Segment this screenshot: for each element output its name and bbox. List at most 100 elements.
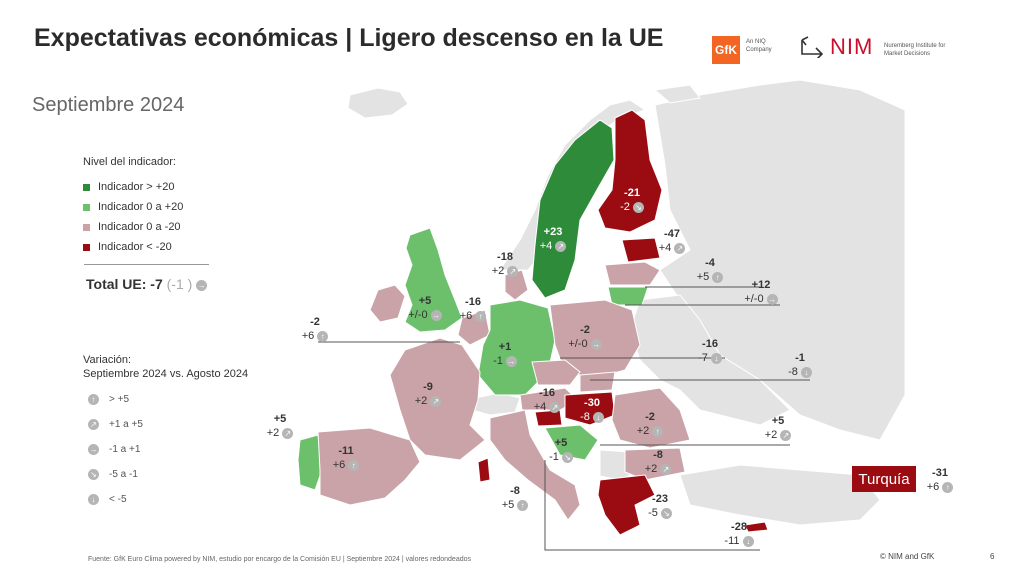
- legend-swatch: [83, 203, 90, 211]
- variation-item: ↘ -5 a -1: [88, 469, 138, 480]
- leader-lines: [318, 286, 810, 551]
- country-change: +5 ↑: [690, 270, 730, 284]
- czechia-shape: [531, 359, 581, 386]
- latvia-shape: [604, 261, 661, 286]
- country-value: -2: [645, 411, 655, 423]
- country-change: -11 ↓: [718, 534, 760, 548]
- country-change: +4 ↗: [652, 241, 692, 255]
- footer-copyright: © NIM and GfK: [880, 552, 935, 561]
- country-change: +2 ↗: [260, 426, 300, 440]
- country-value: -16: [539, 387, 555, 399]
- country-change: +6 ↑: [325, 458, 367, 472]
- country-value: -28: [731, 521, 747, 533]
- variation-item: → -1 a +1: [88, 444, 140, 455]
- non-eu-land: [347, 79, 906, 526]
- greece-shape: [597, 474, 656, 536]
- arrow-up-icon: ↑: [517, 499, 529, 511]
- country-value: -16: [702, 338, 718, 350]
- page-subtitle: Septiembre 2024: [32, 94, 185, 116]
- variation-item: ↑ > +5: [88, 394, 129, 405]
- arrow-down-icon: ↓: [592, 411, 604, 423]
- country-label-bulgaria: -8 +2 ↗: [638, 448, 678, 476]
- arrow-down-right-icon: ↘: [561, 451, 573, 463]
- country-value: -1: [795, 352, 805, 364]
- arrow-right-icon: →: [590, 338, 602, 350]
- country-label-greece: -23 -5 ↘: [640, 492, 680, 520]
- country-value: -21: [624, 187, 640, 199]
- spain-shape: [317, 427, 421, 506]
- country-change: -8 ↓: [572, 410, 612, 424]
- country-change: +/-0 →: [568, 338, 602, 350]
- country-label-portugal: +5 +2 ↗: [260, 412, 300, 440]
- variation-label: < -5: [109, 494, 127, 505]
- country-label-poland: -2 +/-0 →: [560, 323, 610, 351]
- country-value: -2: [580, 324, 590, 336]
- arrow-up-icon: ↑: [317, 330, 329, 342]
- estonia-shape: [621, 237, 661, 263]
- page-number: 6: [990, 552, 995, 561]
- arrow-up-right-icon: ↗: [674, 242, 686, 254]
- arrow-up-icon: ↑: [475, 310, 487, 322]
- sardinia-shape: [477, 457, 491, 483]
- nim-wordmark: NIM: [830, 34, 874, 59]
- country-label-austria: -16 +4 ↗: [527, 386, 567, 414]
- arrow-up-right-icon: ↗: [282, 427, 294, 439]
- country-value: +1: [498, 341, 512, 353]
- nim-arrow-icon: [801, 36, 824, 58]
- arrow-down-icon: ↓: [800, 366, 812, 378]
- arrow-up-icon: ↑: [712, 271, 724, 283]
- legend-label: Indicador < -20: [98, 241, 172, 253]
- croatia-shape: [544, 424, 599, 461]
- country-value: -9: [423, 381, 433, 393]
- total-eu: Total UE: -7 (-1 ) →: [86, 276, 208, 292]
- country-change: +4 ↗: [533, 239, 573, 253]
- country-change: +5 ↑: [495, 498, 535, 512]
- country-value: +5: [554, 437, 568, 449]
- legend-title: Nivel del indicador:: [83, 156, 176, 168]
- arrow-right-icon: →: [430, 309, 442, 321]
- country-change: +4 ↗: [527, 400, 567, 414]
- country-label-ireland: -2 +6 ↑: [295, 315, 335, 343]
- cyprus-shape: [744, 521, 769, 533]
- arrow-up-icon: ↑: [348, 459, 360, 471]
- country-value: +5: [418, 295, 432, 307]
- variation-item: ↓ < -5: [88, 494, 127, 505]
- country-label-latvia: -4 +5 ↑: [690, 256, 730, 284]
- legend-label: Indicador 0 a -20: [98, 221, 181, 233]
- country-change: +2 ↗: [638, 462, 678, 476]
- arrow-up-right-icon: ↗: [780, 429, 792, 441]
- arrow-up-right-icon: ↗: [430, 395, 442, 407]
- arrow-up-right-icon: ↗: [555, 240, 567, 252]
- variation-label: > +5: [109, 394, 130, 405]
- country-label-estonia: -47 +4 ↗: [652, 227, 692, 255]
- country-label-finland: -21 -2 ↘: [612, 186, 652, 214]
- variation-label: +1 a +5: [109, 419, 143, 430]
- country-change: +6 ↑: [295, 329, 335, 343]
- country-value: -47: [664, 228, 680, 240]
- variation-title-line2: Septiembre 2024 vs. Agosto 2024: [83, 368, 249, 380]
- country-change: -5 ↘: [640, 506, 680, 520]
- legend-divider: [84, 264, 209, 265]
- arrow-right-icon: →: [766, 293, 778, 305]
- country-change: -1 ↘: [543, 450, 579, 464]
- country-label-slovakia: -1 -8 ↓: [780, 351, 820, 379]
- arrow-right-icon: →: [88, 444, 99, 455]
- total-eu-label: Total UE: -7: [86, 276, 163, 292]
- country-label-denmark: -18 +2 ↗: [485, 250, 525, 278]
- arrow-up-icon: ↑: [942, 481, 954, 493]
- arrow-up-icon: ↑: [88, 394, 99, 405]
- country-value: +5: [273, 413, 287, 425]
- country-label-czechia: -16 -7 ↓: [690, 337, 730, 365]
- country-change: +6 ↑: [920, 480, 960, 494]
- country-value: -8: [653, 449, 663, 461]
- country-value: -11: [338, 445, 354, 457]
- country-change: +6 ↑: [452, 309, 494, 323]
- sweden-shape: [531, 119, 615, 299]
- arrow-down-right-icon: ↘: [88, 469, 99, 480]
- arrow-down-icon: ↓: [710, 352, 722, 364]
- variation-label: -5 a -1: [109, 469, 138, 480]
- variation-title-line1: Variación:: [83, 354, 132, 366]
- gfk-tagline: An NIQ Company: [746, 39, 772, 53]
- country-label-croatia: +5 -1 ↘: [543, 436, 579, 464]
- country-label-france: -9 +2 ↗: [408, 380, 448, 408]
